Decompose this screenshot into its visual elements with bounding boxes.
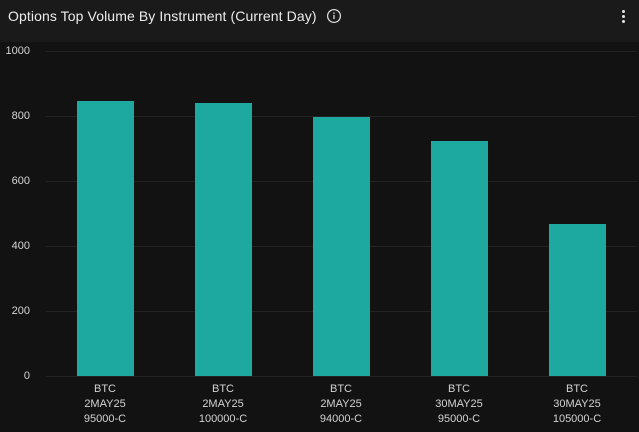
- bar[interactable]: [430, 140, 488, 376]
- widget-header: Options Top Volume By Instrument (Curren…: [0, 0, 639, 42]
- bar[interactable]: [548, 223, 606, 376]
- x-tick-label: BTC 30MAY25 95000-C: [435, 383, 483, 425]
- x-tick-label: BTC 30MAY25 105000-C: [552, 383, 602, 425]
- kebab-menu-icon[interactable]: [618, 8, 629, 25]
- info-icon[interactable]: [326, 8, 342, 24]
- y-tick-label: 400: [11, 240, 30, 252]
- bar[interactable]: [194, 103, 252, 376]
- y-tick-label: 800: [11, 110, 30, 122]
- x-tick-label: BTC 2MAY25 95000-C: [83, 383, 127, 425]
- gridline: [46, 376, 637, 377]
- widget-title: Options Top Volume By Instrument (Curren…: [8, 8, 317, 24]
- gridline: [46, 116, 637, 117]
- info-circle-glyph: [326, 8, 341, 24]
- y-tick-label: 200: [11, 305, 30, 317]
- x-tick-label: BTC 2MAY25 94000-C: [319, 383, 363, 425]
- x-tick-label: BTC 2MAY25 100000-C: [198, 383, 248, 425]
- bar[interactable]: [76, 101, 134, 376]
- bar-chart: 0 200 400 600 800 1000 BTC 2MAY25 95000-C BTC 2MAY…: [0, 42, 639, 432]
- y-tick-label: 600: [11, 175, 30, 187]
- y-tick-label: 1000: [5, 45, 30, 57]
- gridline: [46, 51, 637, 52]
- plot-area: 0 200 400 600 800 1000 BTC 2MAY25 95000-C BTC 2MAY…: [0, 42, 639, 432]
- bar[interactable]: [312, 116, 370, 376]
- y-tick-label: 0: [23, 370, 30, 382]
